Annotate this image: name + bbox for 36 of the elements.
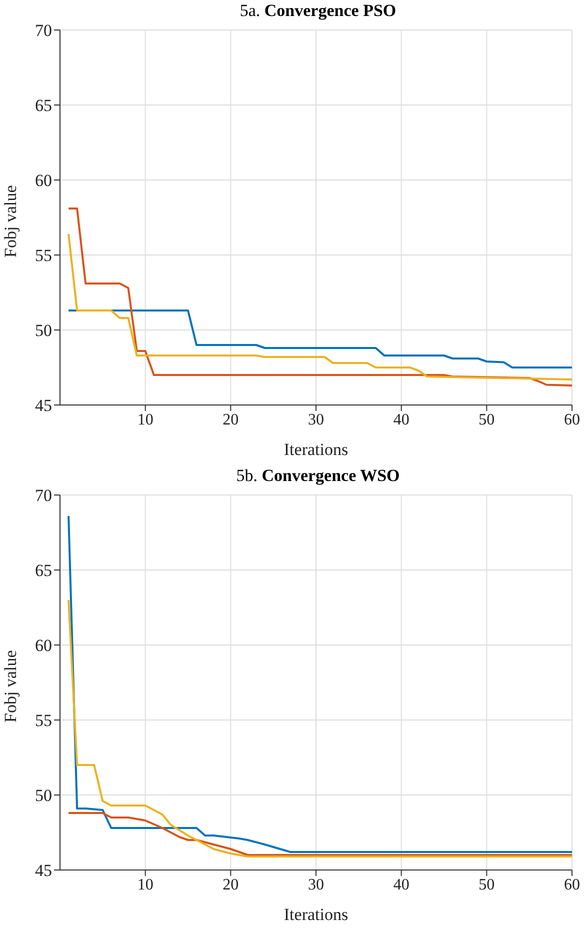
x-tick-label: 40 <box>393 411 410 428</box>
chart-title: 5a. Convergence PSO <box>240 1 396 20</box>
x-tick-label: 30 <box>308 411 324 428</box>
x-tick-label: 60 <box>564 876 580 894</box>
line-series <box>68 310 572 368</box>
y-tick-label: 65 <box>35 561 52 580</box>
x-tick-label: 30 <box>308 876 324 894</box>
x-axis-title: Iterations <box>284 905 348 924</box>
y-tick-label: 60 <box>35 171 52 190</box>
y-tick-label: 70 <box>35 21 52 40</box>
x-tick-label: 20 <box>222 876 239 894</box>
y-tick-label: 65 <box>35 96 52 116</box>
x-axis-title: Iterations <box>284 440 348 459</box>
line-series <box>68 812 572 856</box>
x-tick-label: 50 <box>478 876 495 894</box>
y-tick-label: 45 <box>35 861 52 880</box>
x-tick-label: 40 <box>393 876 410 894</box>
x-tick-label: 10 <box>137 876 154 894</box>
y-tick-label: 45 <box>35 396 52 416</box>
y-tick-label: 50 <box>35 786 52 806</box>
y-axis-title: Fobj value <box>1 650 20 722</box>
line-series <box>68 515 572 853</box>
line-series <box>68 233 572 380</box>
y-tick-label: 55 <box>35 246 52 266</box>
line-series <box>68 599 572 858</box>
y-axis-title: Fobj value <box>1 185 20 258</box>
y-tick-label: 60 <box>35 636 52 656</box>
x-tick-label: 20 <box>222 411 239 428</box>
y-tick-label: 55 <box>35 711 52 730</box>
line-series <box>68 208 572 386</box>
y-tick-label: 50 <box>35 321 52 340</box>
x-tick-label: 10 <box>137 411 154 428</box>
x-tick-label: 50 <box>478 411 495 428</box>
y-tick-label: 70 <box>35 486 52 506</box>
chart-title: 5b. Convergence WSO <box>236 466 400 485</box>
x-tick-label: 60 <box>564 411 580 428</box>
